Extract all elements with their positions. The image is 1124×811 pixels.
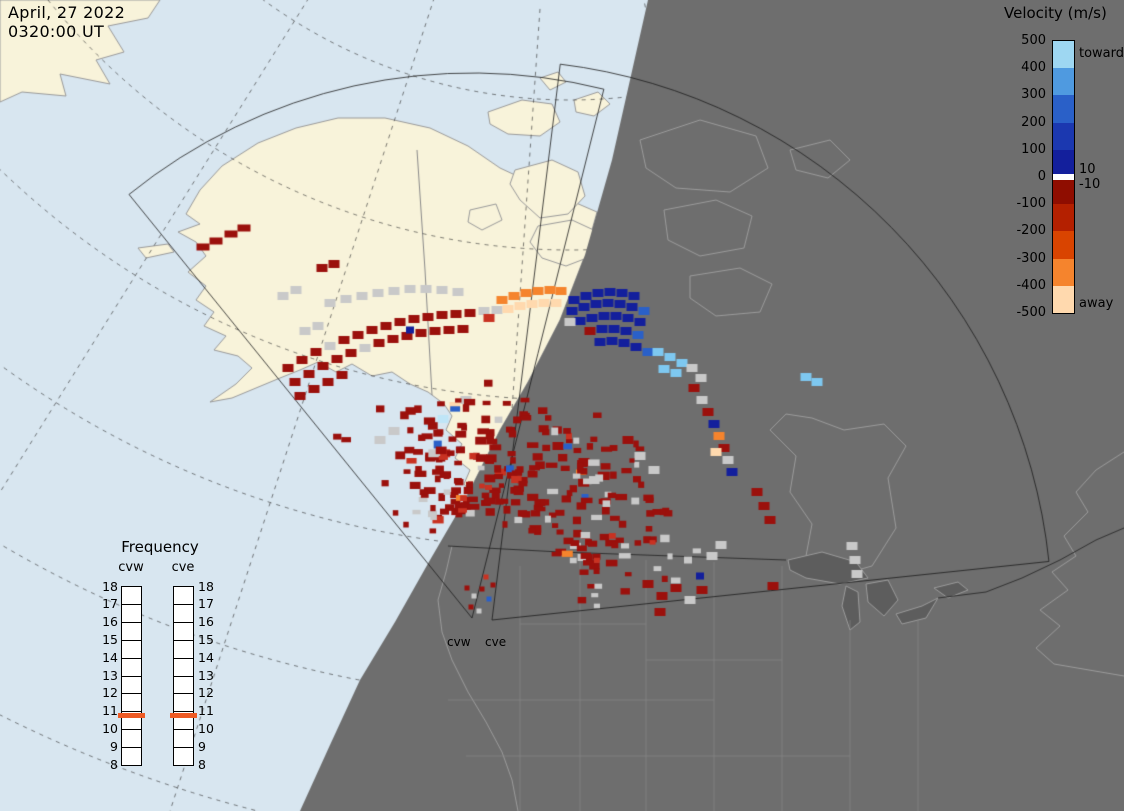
frequency-marker (118, 713, 145, 719)
frequency-tick-line (122, 657, 141, 659)
frequency-tick-label: 8 (198, 756, 206, 772)
toward-label: toward (1079, 46, 1124, 61)
frequency-tick-line (122, 728, 141, 730)
velocity-tick-label: -300 (1016, 250, 1046, 266)
velocity-colorbar-segment (1053, 149, 1074, 175)
frequency-tick-line (122, 693, 141, 695)
frequency-tick-line (122, 711, 141, 713)
frequency-tick-label: 9 (198, 738, 206, 754)
frequency-tick-label: 14 (198, 649, 214, 665)
frequency-tick-label: 15 (102, 631, 118, 647)
frequency-tick-line (122, 622, 141, 624)
frequency-tick-line (174, 693, 193, 695)
timestamp-block: April, 27 2022 0320:00 UT (8, 3, 126, 42)
away-label: away (1079, 296, 1114, 311)
velocity-tick-label: -500 (1016, 305, 1046, 320)
frequency-tick-line (122, 639, 141, 641)
frequency-col-label-cvw: cvw (118, 560, 144, 575)
frequency-tick-line (122, 746, 141, 748)
frequency-tick-label: 11 (102, 703, 118, 719)
frequency-tick-line (174, 622, 193, 624)
frequency-tick-label: 12 (198, 685, 214, 701)
frequency-tick-label: 13 (102, 667, 118, 683)
frequency-tick-label: 10 (198, 720, 214, 736)
frequency-tick-line (122, 675, 141, 677)
frequency-tick-label: 11 (198, 703, 214, 719)
velocity-tick-label: 500 (1021, 33, 1046, 48)
velocity-colorbar-segment (1053, 285, 1074, 313)
upper-threshold-label: 10 (1079, 162, 1096, 177)
frequency-tick-line (174, 675, 193, 677)
velocity-tick-label: -400 (1016, 277, 1046, 293)
velocity-tick-label: 300 (1021, 87, 1046, 103)
frequency-scale-cvw (121, 586, 142, 766)
velocity-colorbar-segment (1053, 122, 1074, 150)
velocity-colorbar-segment (1053, 179, 1074, 205)
frequency-scale-cve (173, 586, 194, 766)
lower-threshold-label: -10 (1079, 177, 1101, 192)
frequency-tick-label: 15 (198, 631, 214, 647)
frequency-tick-line (174, 657, 193, 659)
velocity-tick-label: 100 (1021, 141, 1046, 157)
velocity-colorbar-segment (1053, 41, 1074, 69)
frequency-tick-line (174, 639, 193, 641)
velocity-colorbar-bar (1052, 40, 1075, 314)
frequency-tick-label: 18 (102, 578, 118, 594)
frequency-tick-label: 16 (102, 614, 118, 630)
velocity-tick-label: 200 (1021, 114, 1046, 130)
frequency-tick-label: 14 (102, 649, 118, 665)
frequency-tick-line (174, 728, 193, 730)
frequency-tick-line (174, 746, 193, 748)
frequency-tick-label: 16 (198, 614, 214, 630)
frequency-tick-line (174, 711, 193, 713)
velocity-tick-label: -100 (1016, 196, 1046, 212)
velocity-colorbar-segment (1053, 174, 1074, 180)
frequency-tick-line (174, 604, 193, 606)
velocity-colorbar-segment (1053, 204, 1074, 232)
frequency-tick-label: 13 (198, 667, 214, 683)
frequency-tick-label: 12 (102, 685, 118, 701)
velocity-colorbar-segment (1053, 68, 1074, 96)
frequency-marker (170, 713, 197, 719)
date-text: April, 27 2022 (8, 3, 126, 22)
velocity-tick-label: 400 (1021, 60, 1046, 76)
velocity-colorbar-title: Velocity (m/s) (1004, 4, 1107, 22)
velocity-colorbar-segment (1053, 231, 1074, 259)
velocity-tick-label: 0 (1037, 169, 1046, 184)
velocity-colorbar: Velocity (m/s) 500 400 300 200 100 0 -100 -200 -… (1000, 4, 1124, 326)
time-text: 0320:00 UT (8, 21, 105, 41)
frequency-col-label-cve: cve (171, 560, 195, 575)
velocity-colorbar-segment (1053, 95, 1074, 123)
frequency-legend-title: Frequency (121, 538, 199, 556)
frequency-tick-label: 10 (102, 720, 118, 736)
frequency-tick-label: 8 (110, 756, 118, 772)
frequency-tick-label: 17 (102, 596, 118, 612)
radar-site-label-cve: cve (485, 635, 507, 649)
frequency-tick-line (122, 604, 141, 606)
frequency-legend: Frequency cvw cve 18 18 17 17 16 16 15 15 14 14 13… (92, 538, 228, 778)
velocity-tick-label: -200 (1016, 223, 1046, 239)
radar-site-label-cvw: cvw (447, 635, 471, 649)
frequency-tick-label: 18 (198, 578, 214, 594)
velocity-colorbar-segment (1053, 258, 1074, 286)
frequency-tick-label: 17 (198, 596, 214, 612)
frequency-tick-label: 9 (110, 738, 118, 754)
